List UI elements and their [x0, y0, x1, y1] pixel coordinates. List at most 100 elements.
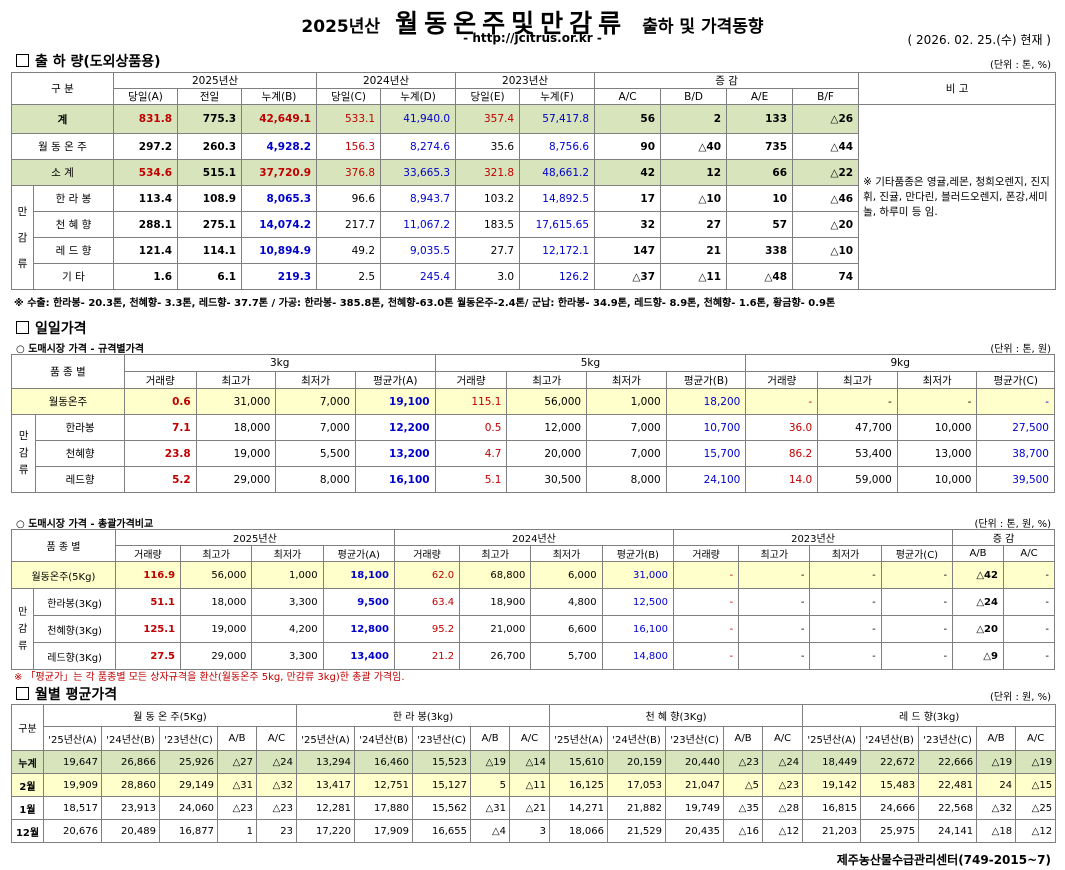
row-label: 월동온주: [11, 388, 125, 415]
row-label: 한라봉: [35, 414, 125, 441]
table-cell: 0.5: [434, 414, 508, 441]
table-cell: 4,928.2: [241, 133, 318, 160]
table-cell: -: [880, 615, 954, 643]
table-cell: 18,449: [802, 750, 862, 774]
col-header: 누계(F): [519, 88, 596, 105]
table-cell: 최고가: [180, 545, 253, 562]
table-cell: 15,610: [549, 750, 609, 774]
table-cell: 최고가: [817, 371, 898, 389]
table-cell: 16,877: [159, 819, 218, 843]
table-cell: 8,756.6: [519, 133, 596, 160]
overall-note: ※ 「평균가」는 각 품종별 모든 상자규격을 환산(월동온주 5kg, 만감류…: [14, 672, 405, 683]
row-label: 2월: [11, 773, 44, 797]
table-cell: △12: [1015, 819, 1057, 843]
table-cell: -: [817, 388, 898, 415]
table-cell: 거래량: [672, 545, 740, 562]
table-cell: 56,000: [180, 561, 253, 589]
table-cell: 22,672: [860, 750, 920, 774]
table-cell: '23년산(C): [159, 726, 218, 751]
table-cell: 275.1: [177, 211, 243, 238]
table-cell: △10: [792, 237, 860, 264]
header-3kg: 3kg: [123, 354, 436, 372]
table-cell: 288.1: [113, 211, 179, 238]
table-cell: 27: [660, 211, 728, 238]
table-cell: 22,568: [918, 796, 978, 820]
daily-unit: (단위 : 톤, 원): [990, 344, 1051, 355]
title-sub: 출하 및 가격동향: [642, 17, 764, 37]
table-row: 2월 19,909 28,860 29,149 △31 △32 13,417 12,751 15…: [11, 773, 1057, 797]
table-cell: 거래량: [123, 371, 197, 389]
table-cell: 4.7: [434, 440, 508, 467]
table-cell: -: [738, 615, 811, 643]
table-cell: 297.2: [113, 133, 179, 160]
table-cell: 38,700: [976, 440, 1055, 467]
table-cell: 108.9: [177, 185, 243, 212]
col-header: A/E: [726, 88, 794, 105]
table-cell: 14,892.5: [519, 185, 596, 212]
table-cell: 28,860: [101, 773, 160, 797]
table-cell: -: [738, 588, 811, 616]
table-cell: -: [738, 642, 811, 670]
table-cell: 22,481: [918, 773, 978, 797]
table-cell: 3,300: [251, 642, 324, 670]
table-cell: 최저가: [896, 371, 978, 389]
table-cell: △23: [762, 773, 804, 797]
table-cell: 15,700: [665, 440, 747, 467]
table-cell: -: [1002, 588, 1056, 616]
table-cell: △40: [660, 133, 728, 160]
col-header: B/D: [660, 88, 728, 105]
table-cell: 4,800: [530, 588, 603, 616]
table-cell: A/C: [1002, 545, 1056, 562]
table-cell: -: [809, 642, 882, 670]
table-cell: 29,149: [159, 773, 218, 797]
table-cell: 14,800: [601, 642, 674, 670]
section-shipment-title: 출 하 량(도외상품용): [16, 51, 161, 71]
table-cell: 6.1: [177, 263, 243, 290]
overall-subtitle: ○ 도매시장 가격 - 총괄가격비교: [16, 519, 154, 530]
table-cell: △19: [976, 750, 1017, 774]
table-cell: 19,909: [43, 773, 102, 797]
table-cell: 23,913: [101, 796, 160, 820]
table-cell: 최고가: [738, 545, 811, 562]
table-cell: A/C: [762, 726, 804, 751]
table-cell: 17,053: [607, 773, 667, 797]
table-cell: '24년산(B): [101, 726, 160, 751]
table-cell: 103.2: [455, 185, 521, 212]
table-cell: 12,281: [296, 796, 356, 820]
table-cell: 10,000: [896, 466, 978, 493]
table-cell: 17: [594, 185, 662, 212]
table-cell: 최저가: [251, 545, 324, 562]
report-title: 2025년산 월동온주및만감류 출하 및 가격동향: [0, 4, 1065, 40]
header-2025: 2025년산: [114, 529, 395, 546]
row-label: 소 계: [10, 159, 115, 186]
table-cell: 775.3: [177, 104, 243, 134]
table-row: 월동온주(5Kg) 116.9 56,000 1,000 18,100 62.0 68,…: [11, 561, 1056, 589]
report-date: ( 2026. 02. 25.(수) 현재 ): [907, 33, 1051, 47]
table-cell: △27: [217, 750, 257, 774]
table-cell: 평균가(A): [322, 545, 395, 562]
table-cell: △23: [723, 750, 764, 774]
table-cell: 20,489: [101, 819, 160, 843]
table-cell: 14,074.2: [241, 211, 318, 238]
table-cell: -: [1002, 615, 1056, 643]
site-url[interactable]: - http://jcitrus.or.kr -: [463, 31, 602, 45]
monthly-price-table: 구분 월 동 온 주(5Kg) 한 라 봉(3kg) 천 혜 향(3Kg) 레 …: [11, 704, 1057, 843]
row-label: 12월: [11, 819, 44, 843]
table-cell: 19,142: [802, 773, 862, 797]
table-cell: 1.6: [113, 263, 179, 290]
table-cell: 최저가: [275, 371, 356, 389]
table-cell: 17,615.65: [519, 211, 596, 238]
table-row: 레드향 5.2 29,000 8,000 16,100 5.1 30,500 8,000 2…: [12, 466, 1055, 493]
table-cell: 8,065.3: [241, 185, 318, 212]
group-header: 레 드 향(3kg): [802, 704, 1057, 727]
table-cell: 22,666: [918, 750, 978, 774]
table-cell: 7,000: [275, 414, 356, 441]
table-cell: 9,035.5: [380, 237, 457, 264]
row-label: 레드향: [35, 466, 125, 493]
table-cell: A/B: [470, 726, 511, 751]
table-cell: 24,141: [918, 819, 978, 843]
table-cell: 18,517: [43, 796, 102, 820]
table-cell: △23: [217, 796, 257, 820]
header-gubun: 구 분: [10, 72, 115, 105]
